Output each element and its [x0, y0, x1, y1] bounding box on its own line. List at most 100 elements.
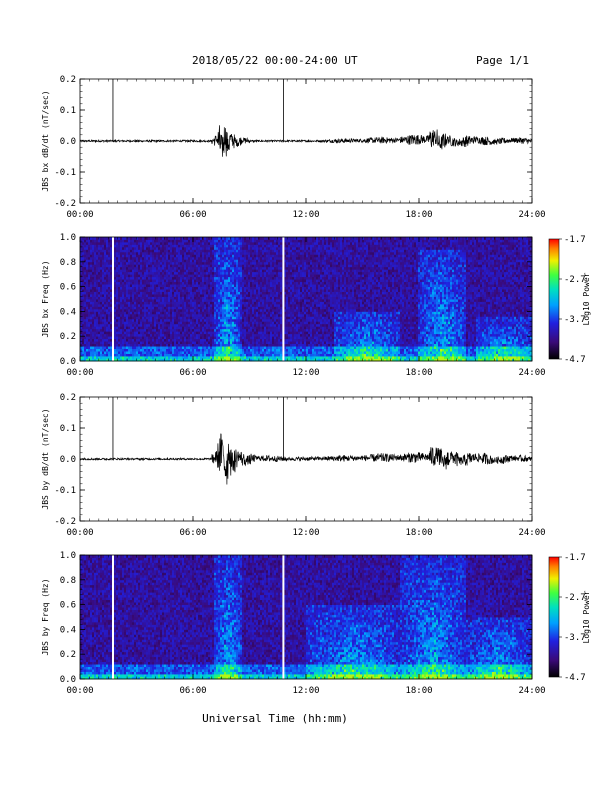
spectrogram-cell: [148, 241, 151, 245]
spectrogram-cell: [174, 336, 177, 340]
spectrogram-cell: [184, 241, 187, 245]
spectrogram-cell: [154, 306, 157, 310]
spectrogram-cell: [248, 336, 251, 340]
spectrogram-cell: [196, 299, 199, 302]
spectrogram-cell: [216, 306, 219, 310]
spectrogram-cell: [172, 311, 175, 315]
spectrogram-cell: [216, 279, 219, 283]
spectrogram-cell: [176, 296, 179, 300]
spectrogram-cell: [204, 313, 207, 317]
spectrogram-cell: [128, 289, 131, 292]
spectrogram-cell: [162, 331, 165, 335]
spectrogram-cell: [142, 284, 145, 287]
spectrogram-cell: [202, 289, 205, 292]
spectrogram-cell: [142, 296, 145, 300]
spectrogram-cell: [220, 351, 223, 354]
spectrogram-cell: [142, 254, 145, 258]
spectrogram-cell: [174, 279, 177, 283]
spectrogram-cell: [202, 246, 205, 250]
spectrogram-cell: [110, 313, 113, 317]
spectrogram-cell: [206, 289, 209, 292]
spectrogram-cell: [218, 286, 221, 290]
spectrogram-cell: [236, 284, 239, 287]
spectrogram-cell: [162, 311, 165, 315]
spectrogram-cell: [244, 249, 247, 253]
spectrogram-cell: [180, 336, 183, 340]
spectrogram-cell: [106, 328, 109, 332]
spectrogram-cell: [214, 239, 217, 243]
spectrogram-cell: [144, 261, 147, 265]
spectrogram-cell: [218, 246, 221, 250]
spectrogram-cell: [252, 241, 255, 245]
spectrogram-cell: [170, 343, 173, 347]
spectrogram-cell: [244, 318, 247, 322]
spectrogram-cell: [246, 286, 249, 290]
spectrogram-cell: [242, 323, 245, 327]
spectrogram-cell: [90, 261, 93, 265]
spectrogram-cell: [154, 316, 157, 320]
spectrogram-cell: [252, 249, 255, 253]
spectrogram-cell: [142, 321, 145, 325]
spectrogram-cell: [206, 271, 209, 275]
spectrogram-cell: [224, 237, 227, 240]
spectrogram-cell: [82, 266, 85, 270]
spectrogram-cell: [92, 241, 95, 245]
spectrogram-cell: [238, 326, 241, 330]
spectrogram-cell: [146, 326, 149, 330]
spectrogram-cell: [246, 291, 249, 295]
spectrogram-cell: [92, 237, 95, 240]
spectrogram-cell: [176, 261, 179, 265]
spectrogram-cell: [132, 296, 135, 300]
spectrogram-cell: [206, 254, 209, 258]
spectrogram-cell: [214, 294, 217, 297]
spectrogram-cell: [160, 331, 163, 335]
spectrogram-cell: [172, 321, 175, 325]
spectrogram-cell: [190, 266, 193, 270]
spectrogram-cell: [116, 358, 119, 362]
spectrogram-cell: [252, 246, 255, 250]
spectrogram-cell: [238, 358, 241, 362]
spectrogram-cell: [88, 331, 91, 335]
spectrogram-cell: [80, 296, 83, 300]
spectrogram-cell: [242, 331, 245, 335]
spectrogram-cell: [132, 348, 135, 352]
spectrogram-cell: [248, 261, 251, 265]
spectrogram-cell: [250, 311, 253, 315]
spectrogram-cell: [220, 296, 223, 300]
spectrogram-cell: [146, 343, 149, 347]
spectrogram-cell: [194, 308, 197, 312]
spectrogram-cell: [236, 318, 239, 322]
spectrogram-cell: [116, 346, 119, 349]
spectrogram-cell: [210, 358, 213, 362]
spectrogram-cell: [224, 333, 227, 337]
spectrogram-cell: [252, 244, 255, 248]
spectrogram-cell: [82, 246, 85, 250]
spectrogram-cell: [248, 358, 251, 362]
spectrogram-cell: [166, 313, 169, 317]
spectrogram-cell: [128, 348, 131, 352]
spectrogram-cell: [132, 284, 135, 287]
spectrogram-cell: [118, 271, 121, 275]
spectrogram-cell: [210, 301, 213, 305]
spectrogram-cell: [98, 308, 101, 312]
spectrogram-cell: [220, 328, 223, 332]
spectrogram-cell: [116, 246, 119, 250]
spectrogram-cell: [162, 289, 165, 292]
spectrogram-cell: [108, 356, 111, 359]
spectrogram-cell: [146, 303, 149, 307]
spectrogram-cell: [172, 256, 175, 260]
spectrogram-cell: [108, 276, 111, 280]
spectrogram-cell: [230, 266, 233, 270]
spectrogram-cell: [214, 301, 217, 305]
spectrogram-cell: [238, 316, 241, 320]
spectrogram-cell: [246, 284, 249, 287]
spectrogram-cell: [212, 259, 215, 263]
spectrogram-cell: [220, 256, 223, 260]
spectrogram-cell: [100, 336, 103, 340]
spectrogram-cell: [102, 338, 105, 342]
spectrogram-cell: [94, 358, 97, 362]
spectrogram-cell: [142, 269, 145, 273]
spectrogram-cell: [252, 343, 255, 347]
spectrogram-cell: [118, 316, 121, 320]
spectrogram-cell: [124, 274, 127, 278]
